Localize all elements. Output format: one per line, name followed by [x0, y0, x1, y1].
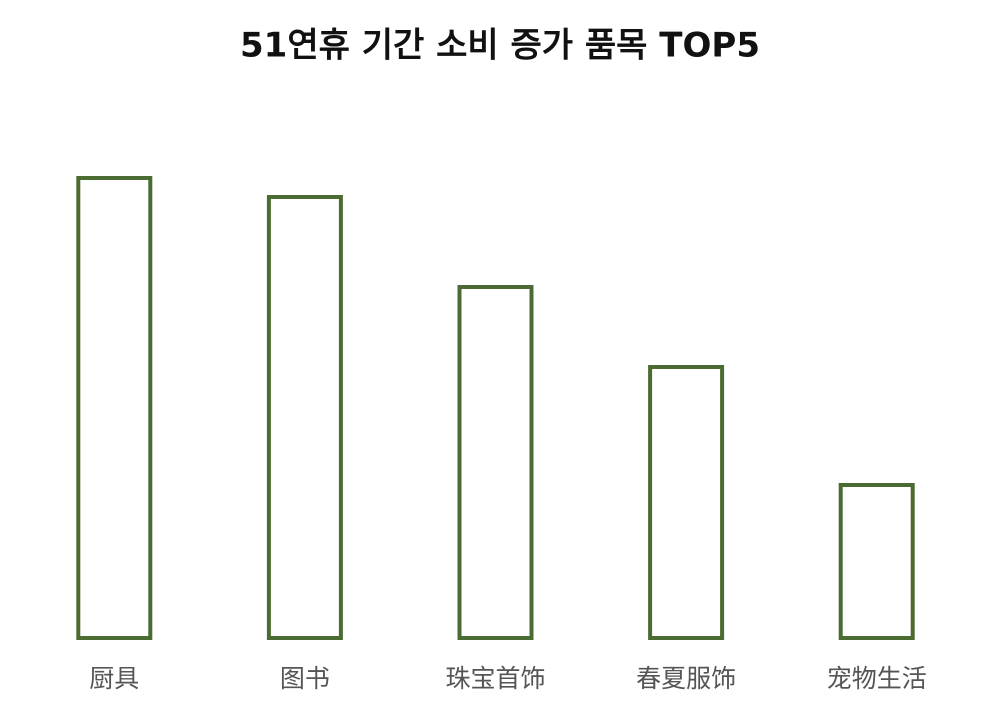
bar — [838, 483, 915, 640]
bar — [648, 365, 725, 640]
bar — [457, 285, 534, 640]
x-tick-label: 宠物生活 — [827, 664, 927, 693]
x-tick-label: 珠宝首饰 — [445, 664, 545, 693]
bar — [266, 195, 343, 640]
chart-title: 51연휴 기간 소비 증가 품목 TOP5 — [240, 26, 760, 66]
bar — [76, 176, 153, 640]
x-tick-label: 春夏服饰 — [636, 664, 736, 693]
x-tick-label: 图书 — [280, 664, 330, 693]
x-tick-label: 厨具 — [89, 664, 139, 693]
